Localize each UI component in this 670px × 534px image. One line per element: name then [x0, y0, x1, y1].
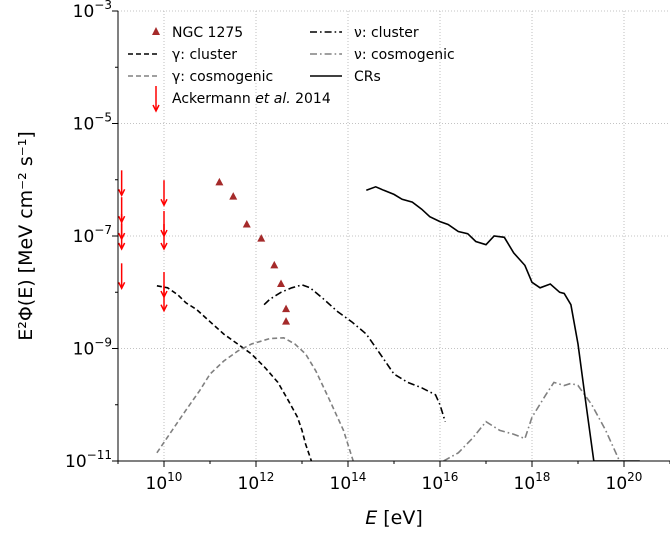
series-line: [156, 285, 313, 461]
legend-item: ν: cosmogenic: [310, 47, 455, 63]
x-tick-label: 1018: [514, 470, 551, 494]
y-tick-label: 10−9: [73, 336, 112, 360]
upper-limit-arrowhead: [117, 188, 126, 198]
series-layer: [117, 170, 640, 461]
series-line: [263, 284, 446, 422]
legend-item: γ: cluster: [128, 47, 237, 63]
x-axis-title: E [eV]: [365, 507, 423, 529]
ngc1275-point: [282, 317, 291, 325]
y-tick-label: 10−11: [65, 448, 112, 472]
ngc1275-point: [242, 220, 251, 228]
legend-marker: [152, 27, 160, 35]
y-tick-label: 10−5: [73, 111, 112, 135]
legend-item: CRs: [310, 69, 381, 85]
series-line: [156, 336, 354, 461]
upper-limit-arrowhead: [160, 198, 168, 207]
ngc1275-point: [270, 260, 279, 269]
series-line: [366, 185, 640, 461]
legend-label: CRs: [354, 69, 381, 85]
x-tick-label: 1010: [146, 470, 183, 494]
legend-item: Ackermann et al. 2014: [152, 86, 331, 113]
axes: 1010 1012 1014 1016 1018 1020 10−11 10−9 10−7 10−…: [65, 0, 670, 494]
ngc1275-point: [257, 234, 266, 242]
upper-limit-arrowhead: [160, 242, 168, 251]
series-line: [443, 381, 621, 461]
ngc1275-point: [282, 304, 291, 313]
legend-label: ν: cosmogenic: [354, 47, 455, 63]
y-tick-label: 10−3: [73, 0, 112, 22]
legend: NGC 1275 γ: cluster γ: cosmogenic Ackermann…: [128, 25, 455, 113]
upper-limit-arrowhead: [160, 304, 168, 313]
ngc1275-point: [229, 192, 238, 200]
legend-marker-head: [152, 104, 160, 113]
y-axis-title: E²Φ(E) [MeV cm⁻² s⁻¹]: [15, 131, 37, 341]
legend-label: γ: cluster: [172, 47, 237, 63]
legend-item: γ: cosmogenic: [128, 69, 273, 85]
legend-item: ν: cluster: [310, 25, 419, 41]
x-tick-label: 1014: [330, 470, 367, 494]
upper-limit-arrowhead: [117, 281, 126, 290]
ngc1275-point: [215, 177, 224, 186]
legend-label: ν: cluster: [354, 25, 419, 41]
legend-label: γ: cosmogenic: [172, 69, 273, 85]
y-tick-label: 10−7: [73, 223, 112, 247]
legend-item: NGC 1275: [152, 25, 243, 41]
legend-label: NGC 1275: [172, 25, 243, 41]
x-tick-label: 1012: [238, 470, 275, 494]
x-tick-label: 1016: [422, 470, 459, 494]
legend-label: Ackermann et al. 2014: [172, 91, 331, 107]
ngc1275-point: [277, 279, 286, 288]
x-tick-label: 1020: [606, 470, 643, 494]
upper-limit-arrowhead: [117, 242, 126, 251]
